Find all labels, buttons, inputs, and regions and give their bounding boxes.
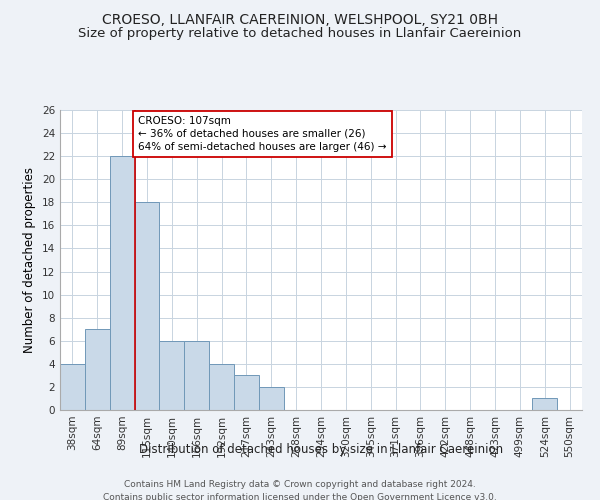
Text: CROESO: 107sqm
← 36% of detached houses are smaller (26)
64% of semi-detached ho: CROESO: 107sqm ← 36% of detached houses … xyxy=(139,116,387,152)
Bar xyxy=(234,376,259,410)
Bar xyxy=(134,202,160,410)
Bar xyxy=(259,387,284,410)
Bar xyxy=(85,329,110,410)
Bar xyxy=(60,364,85,410)
Y-axis label: Number of detached properties: Number of detached properties xyxy=(23,167,37,353)
Text: Size of property relative to detached houses in Llanfair Caereinion: Size of property relative to detached ho… xyxy=(79,28,521,40)
Text: CROESO, LLANFAIR CAEREINION, WELSHPOOL, SY21 0BH: CROESO, LLANFAIR CAEREINION, WELSHPOOL, … xyxy=(102,12,498,26)
Text: Contains HM Land Registry data © Crown copyright and database right 2024.
Contai: Contains HM Land Registry data © Crown c… xyxy=(103,480,497,500)
Text: Distribution of detached houses by size in Llanfair Caereinion: Distribution of detached houses by size … xyxy=(139,442,503,456)
Bar xyxy=(160,341,184,410)
Bar xyxy=(184,341,209,410)
Bar xyxy=(110,156,134,410)
Bar xyxy=(209,364,234,410)
Bar xyxy=(532,398,557,410)
